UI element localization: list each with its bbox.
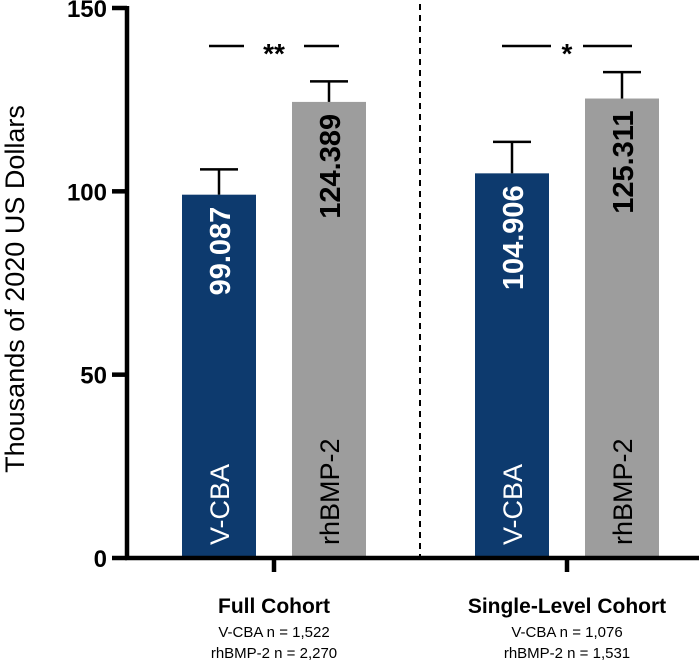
group-sample-size: V-CBA n = 1,522 (218, 624, 329, 641)
y-tick-label: 0 (94, 546, 107, 573)
bar (585, 98, 659, 558)
bar-series-name: V-CBA (498, 464, 528, 545)
significance-marker: ** (263, 38, 285, 69)
y-axis-label: Thousands of 2020 US Dollars (0, 105, 30, 473)
bar-value-label: 99.087 (205, 207, 237, 296)
significance-marker: * (562, 38, 573, 69)
bar (475, 173, 549, 558)
bar-value-label: 125.311 (608, 111, 640, 214)
group-sample-size: V-CBA n = 1,076 (511, 624, 622, 641)
y-tick-label: 50 (80, 363, 107, 390)
bar-series-name: rhBMP-2 (608, 438, 638, 545)
bar (182, 194, 256, 558)
group-sample-size: rhBMP-2 n = 2,270 (211, 645, 337, 662)
bar-value-label: 104.906 (498, 185, 530, 290)
y-tick-label: 100 (67, 179, 107, 206)
y-tick-label: 150 (67, 0, 107, 23)
bar (292, 101, 366, 559)
bar-series-name: rhBMP-2 (315, 438, 345, 545)
group-title: Single-Level Cohort (468, 595, 666, 618)
bar-value-label: 124.389 (315, 114, 347, 219)
group-title: Full Cohort (218, 595, 330, 618)
y-axis-ticks: 0 50 100 150 (67, 0, 127, 573)
bars: 99.087 V-CBA 124.389 rhBMP-2 104.906 V-CBA 125… (182, 70, 659, 559)
bar-series-name: V-CBA (205, 464, 235, 545)
annotations: ** Full Cohort V-CBA n = 1,522 rhBMP-2 n = … (209, 4, 666, 662)
group-sample-size: rhBMP-2 n = 1,531 (504, 645, 630, 662)
